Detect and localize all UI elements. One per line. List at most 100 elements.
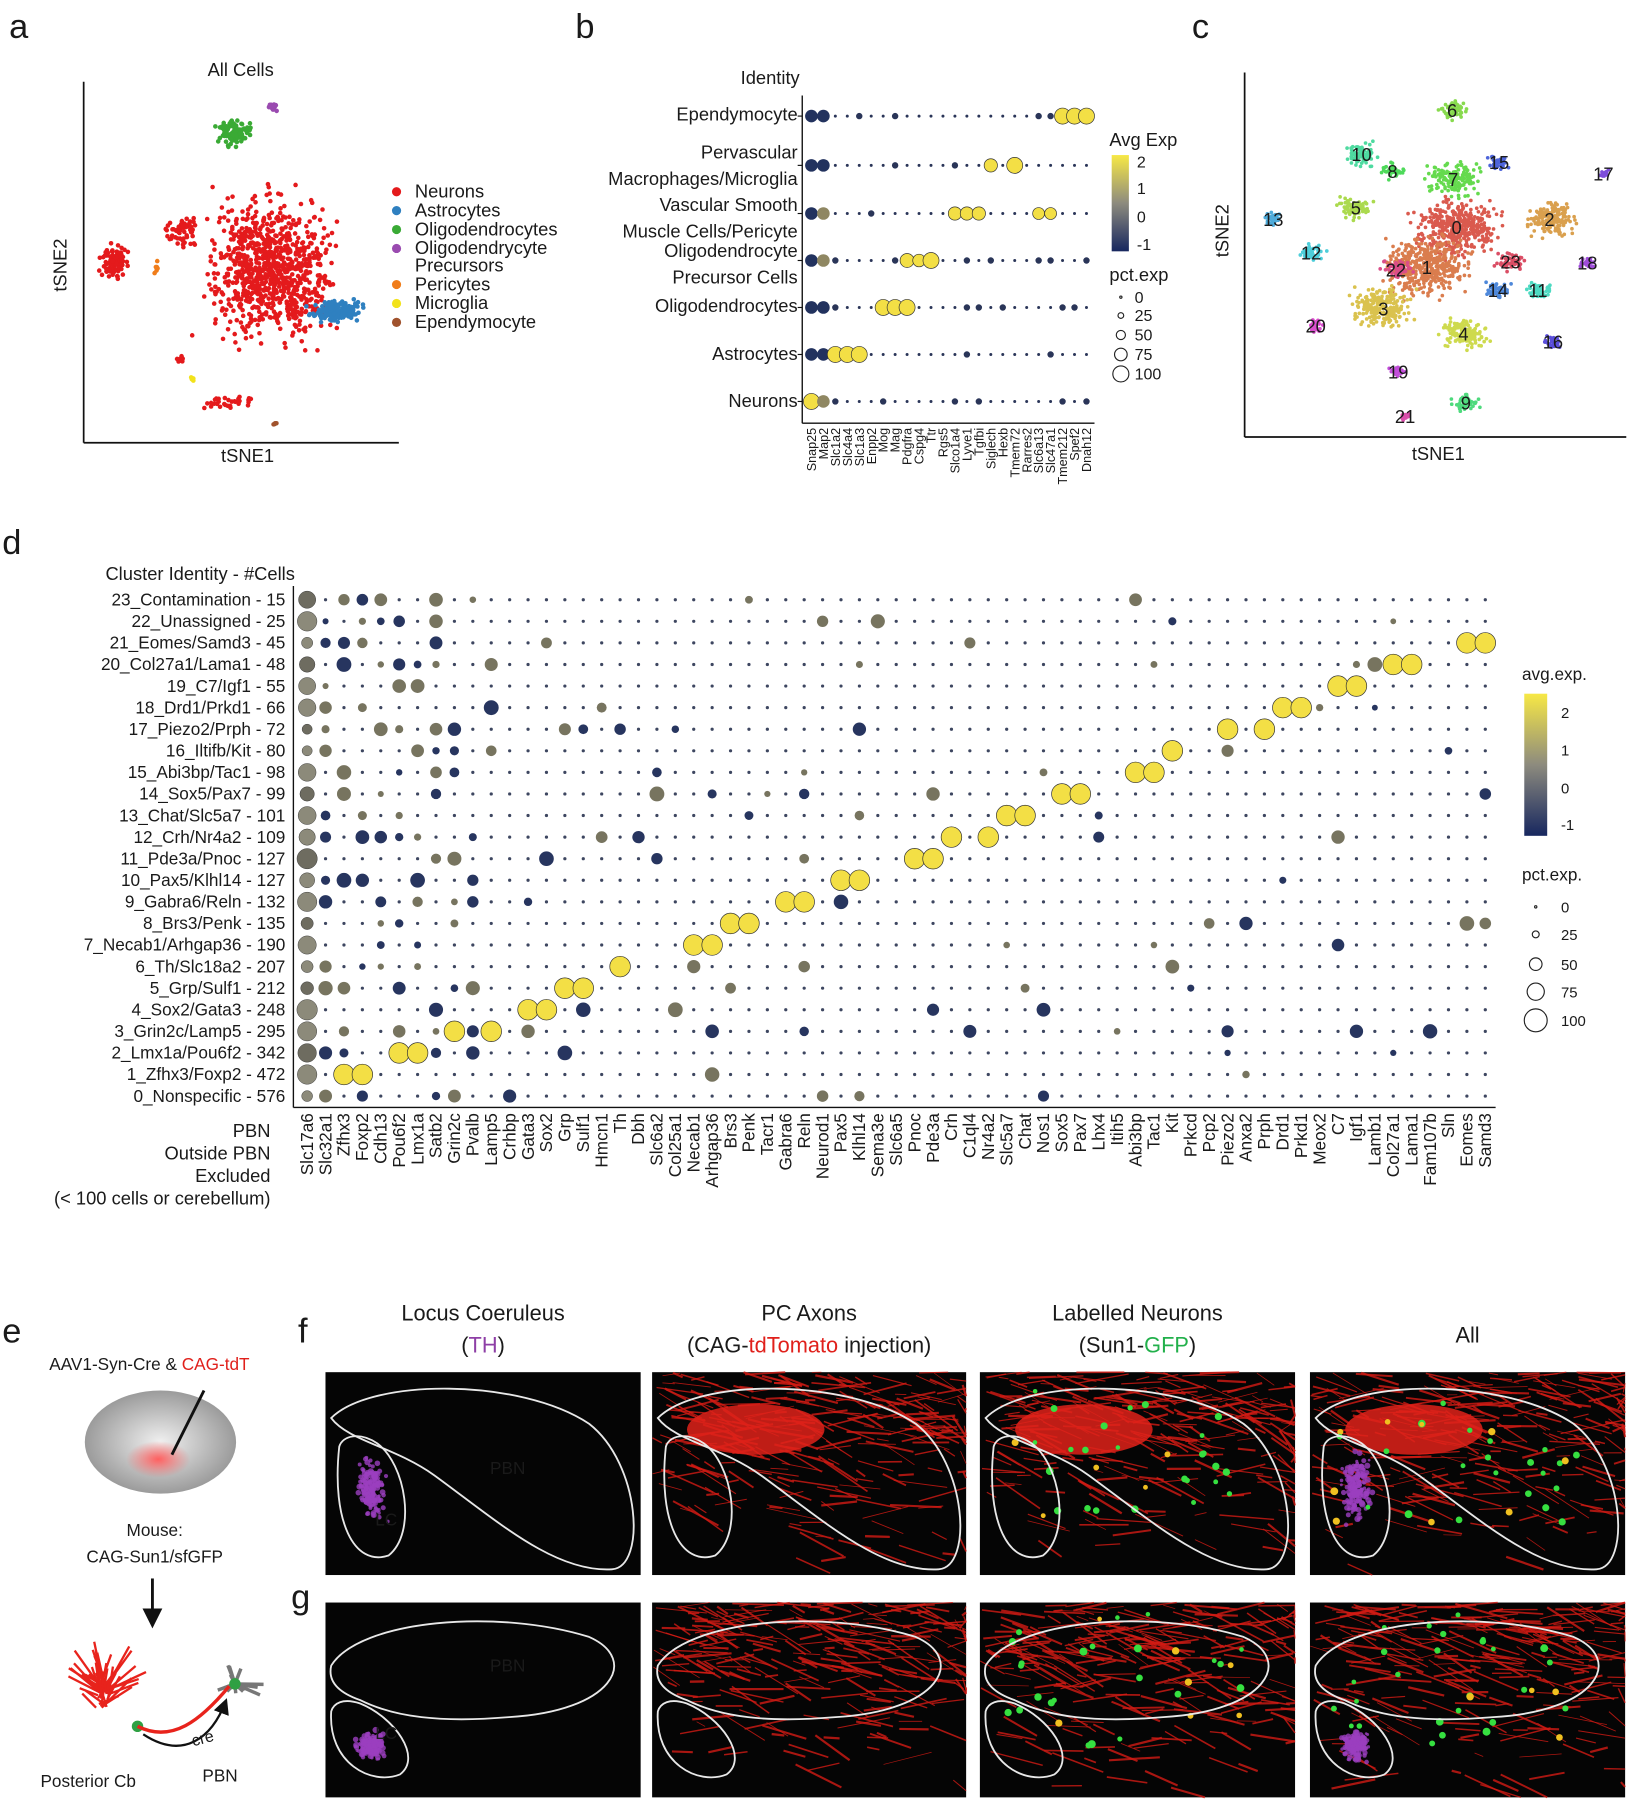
dot — [1025, 259, 1029, 262]
scatter-point — [329, 301, 334, 306]
dot — [1336, 813, 1340, 818]
dot — [876, 813, 880, 818]
cluster-label: 22 — [1386, 260, 1406, 281]
dot — [1244, 878, 1248, 882]
scatter-point — [167, 236, 173, 242]
scatter-point — [234, 317, 240, 323]
scatter-point — [1425, 164, 1430, 168]
scatter-point — [1342, 205, 1347, 209]
dot — [1133, 662, 1138, 667]
row-label: 9_Gabra6/Reln - 132 — [125, 892, 286, 912]
scatter-point — [303, 325, 308, 331]
dot — [544, 813, 549, 818]
scatter-point — [256, 271, 261, 276]
scatter-point — [120, 272, 126, 277]
scatter-point — [332, 316, 338, 322]
scatter-point — [177, 356, 182, 362]
scatter-point — [280, 214, 286, 219]
dot — [710, 900, 714, 904]
dot — [968, 835, 972, 839]
dot — [673, 921, 677, 926]
scatter-point — [230, 226, 235, 232]
dot — [1013, 114, 1017, 118]
dot — [434, 684, 438, 688]
scatter-point — [352, 301, 358, 306]
scatter-point — [1451, 245, 1455, 249]
dot — [1354, 878, 1359, 882]
scatter-point — [1436, 332, 1441, 337]
scatter-point — [1441, 325, 1446, 330]
dot — [1115, 706, 1119, 710]
scatter-point — [1381, 279, 1385, 283]
dot — [298, 677, 316, 695]
dot — [1391, 727, 1395, 731]
dot — [1005, 900, 1009, 904]
scatter-point — [1431, 230, 1436, 234]
dot — [581, 878, 585, 882]
scatter-point — [1343, 196, 1347, 201]
scatter-point — [1410, 288, 1414, 292]
dot — [1299, 857, 1303, 861]
legend-label: Microglia — [415, 292, 489, 313]
scatter-point — [1459, 202, 1464, 206]
dot — [857, 641, 862, 645]
dot — [1391, 641, 1395, 645]
dot — [1336, 857, 1340, 861]
row-label: Pervascular — [701, 141, 798, 162]
dot — [1133, 857, 1138, 861]
dot — [857, 706, 862, 710]
cluster-label: 18 — [1577, 253, 1597, 274]
dot — [1262, 684, 1267, 688]
dot — [1225, 813, 1230, 818]
scatter-point — [267, 291, 273, 296]
scatter-point — [1422, 285, 1427, 289]
scatter-point — [175, 241, 180, 246]
dot — [355, 873, 370, 887]
dot — [832, 257, 839, 264]
dot — [894, 727, 898, 731]
dot — [747, 684, 751, 688]
dot — [857, 684, 862, 688]
dot — [636, 706, 641, 710]
dot — [489, 878, 493, 882]
scatter-point — [1355, 299, 1359, 304]
dot — [544, 878, 549, 882]
dot — [1410, 641, 1414, 645]
scatter-point — [1472, 329, 1477, 334]
dot — [839, 749, 843, 753]
scatter-point — [243, 263, 248, 269]
dot — [1041, 857, 1046, 861]
dot — [1060, 835, 1064, 839]
dot — [673, 857, 677, 861]
dot — [931, 727, 935, 731]
scatter-point — [327, 242, 333, 248]
scatter-point — [290, 333, 295, 338]
scatter-point — [1372, 297, 1377, 301]
dot — [636, 619, 641, 623]
scatter-point — [268, 268, 274, 274]
scatter-point — [1440, 227, 1445, 232]
dot — [526, 921, 530, 926]
scatter-point — [1419, 241, 1424, 246]
dot — [614, 723, 626, 735]
legend-title: pct.exp — [1109, 264, 1168, 285]
scatter-point — [231, 249, 236, 255]
dot — [1097, 598, 1101, 602]
dot — [857, 399, 861, 403]
scatter-point — [1431, 260, 1436, 265]
dot — [1279, 876, 1287, 884]
dot — [765, 598, 769, 602]
dot — [429, 614, 443, 629]
dot — [856, 112, 863, 120]
dot — [319, 744, 332, 757]
scatter-point — [293, 221, 299, 227]
scatter-point — [1367, 315, 1372, 320]
dot — [1115, 900, 1119, 904]
dot — [941, 163, 945, 167]
dot — [931, 619, 935, 623]
scatter-point — [1471, 168, 1476, 172]
scatter-point — [1465, 348, 1469, 353]
dot — [432, 747, 440, 755]
dot — [941, 259, 945, 262]
scatter-point — [248, 204, 253, 209]
